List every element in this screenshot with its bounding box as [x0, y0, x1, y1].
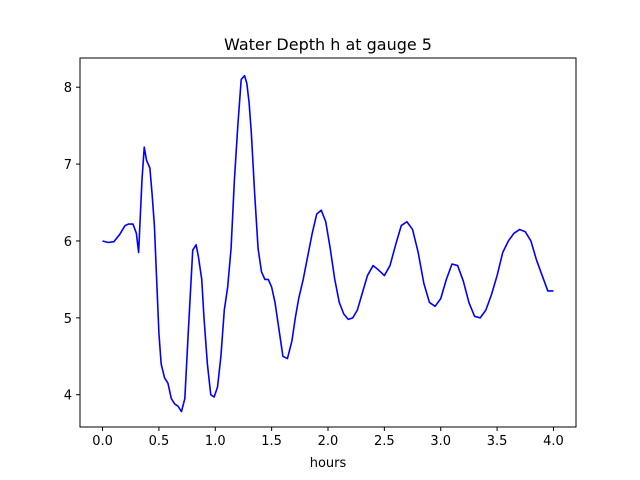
x-tick-label-4: 2.0 [318, 434, 339, 449]
y-tick-label-2: 6 [64, 235, 72, 250]
x-tick-label-0: 0.0 [92, 434, 113, 449]
x-tick-label-6: 3.0 [430, 434, 451, 449]
x-tick-label-7: 3.5 [487, 434, 508, 449]
chart-title: Water Depth h at gauge 5 [224, 35, 432, 54]
y-tick-label-0: 4 [64, 389, 72, 404]
plot-area: 0.0 0.5 1.0 1.5 2.0 2.5 3.0 3.5 4.0 4 5 6 7 8 [64, 57, 577, 449]
x-tick-label-2: 1.0 [205, 434, 226, 449]
y-tick-label-1: 5 [64, 312, 72, 327]
x-axis-label: hours [310, 456, 347, 471]
y-tick-label-3: 7 [64, 158, 72, 173]
x-tick-label-3: 1.5 [261, 434, 282, 449]
y-tick-label-4: 8 [64, 81, 72, 96]
x-tick-label-1: 0.5 [149, 434, 170, 449]
x-tick-label-8: 4.0 [543, 434, 564, 449]
series-line-0 [102, 74, 554, 413]
x-tick-label-5: 2.5 [374, 434, 395, 449]
